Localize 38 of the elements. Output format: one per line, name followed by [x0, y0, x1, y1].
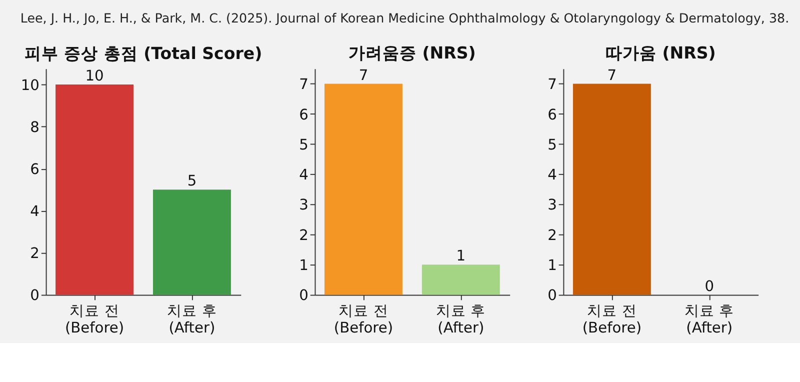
y-tick-label: 0: [299, 287, 308, 304]
y-tick-label: 10: [20, 76, 40, 94]
data-label: 1: [456, 248, 466, 265]
y-tick-label: 8: [30, 118, 40, 136]
y-tick-label: 7: [548, 76, 557, 94]
data-label: 0: [704, 278, 714, 295]
y-tick-label: 2: [299, 226, 308, 244]
chart-title: 따가움 (NRS): [605, 43, 716, 62]
data-label: 5: [187, 172, 197, 190]
y-tick-label: 4: [299, 166, 308, 184]
x-tick-label: 치료 후 (After): [684, 302, 734, 336]
data-label: 10: [85, 68, 104, 85]
x-tick-label: 치료 전 (Before): [64, 302, 124, 336]
y-tick-label: 6: [548, 106, 557, 124]
y-tick-label: 3: [548, 196, 557, 214]
chart-title: 가려움증 (NRS): [348, 43, 476, 62]
y-tick-label: 2: [548, 226, 557, 244]
y-tick-label: 0: [548, 287, 557, 304]
y-tick-label: 5: [299, 136, 308, 154]
text: Lee, J. H., Jo, E. H., & Park, M. C. (2025). Journal of Korean Medicine Ophthalmology & Otolaryngology & Dermatology, 38.: [20, 10, 790, 26]
x-tick-label: 치료 후 (After): [436, 302, 486, 336]
y-tick-label: 6: [299, 106, 308, 124]
y-tick-label: 7: [299, 76, 308, 94]
y-tick-label: 3: [299, 196, 308, 214]
x-tick-label: 치료 전 (Before): [582, 302, 642, 336]
chart-title: 피부 증상 총점 (Total Score): [24, 44, 262, 63]
data-label: 7: [358, 66, 368, 84]
y-tick-label: 6: [30, 160, 40, 178]
y-tick-label: 2: [30, 245, 40, 262]
y-tick-label: 0: [30, 287, 40, 304]
data-label: 7: [607, 66, 617, 84]
x-tick-label: 치료 전 (Before): [334, 302, 394, 336]
x-tick-label: 치료 후 (After): [167, 302, 217, 336]
y-tick-label: 4: [30, 203, 40, 220]
y-tick-label: 1: [548, 256, 557, 274]
y-tick-label: 5: [548, 136, 557, 154]
y-tick-label: 4: [548, 166, 557, 184]
y-tick-label: 1: [299, 256, 308, 274]
